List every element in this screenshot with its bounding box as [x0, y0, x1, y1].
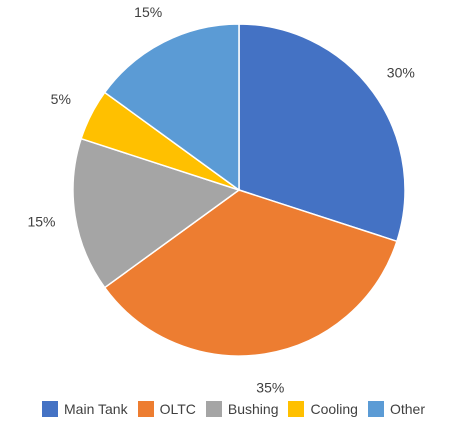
pie-slice-oltc [103, 189, 398, 357]
data-label-cooling: 5% [51, 91, 71, 107]
data-label-oltc: 35% [256, 380, 284, 396]
pie-slice-other [103, 23, 240, 192]
legend-swatch-cooling [288, 401, 305, 417]
pie-slice-main-tank [238, 23, 406, 243]
data-label-bushing: 15% [27, 213, 55, 229]
data-label-other: 15% [134, 4, 162, 20]
legend-label-other: Other [389, 401, 425, 417]
legend-item-cooling: Cooling [288, 401, 358, 417]
pie-plot-area: 30% 35% 15% 5% 15% [27, 4, 414, 396]
legend-label-oltc: OLTC [159, 401, 196, 417]
legend-swatch-other [367, 401, 384, 417]
legend-label-bushing: Bushing [227, 401, 279, 417]
legend-item-other: Other [367, 401, 425, 417]
legend-swatch-bushing [205, 401, 222, 417]
legend-item-oltc: OLTC [137, 401, 196, 417]
data-label-main-tank: 30% [387, 64, 415, 80]
legend-label-cooling: Cooling [310, 401, 358, 417]
legend-swatch-main-tank [42, 401, 59, 417]
legend-label-main-tank: Main Tank [64, 401, 128, 417]
pie-data-labels: 30% 35% 15% 5% 15% [27, 4, 414, 396]
legend: Main Tank OLTC Bushing Cooling Other [0, 401, 467, 417]
pie-slices [72, 23, 406, 357]
pie-slice-bushing [72, 137, 241, 289]
legend-item-main-tank: Main Tank [42, 401, 128, 417]
legend-swatch-oltc [137, 401, 154, 417]
legend-item-bushing: Bushing [205, 401, 279, 417]
